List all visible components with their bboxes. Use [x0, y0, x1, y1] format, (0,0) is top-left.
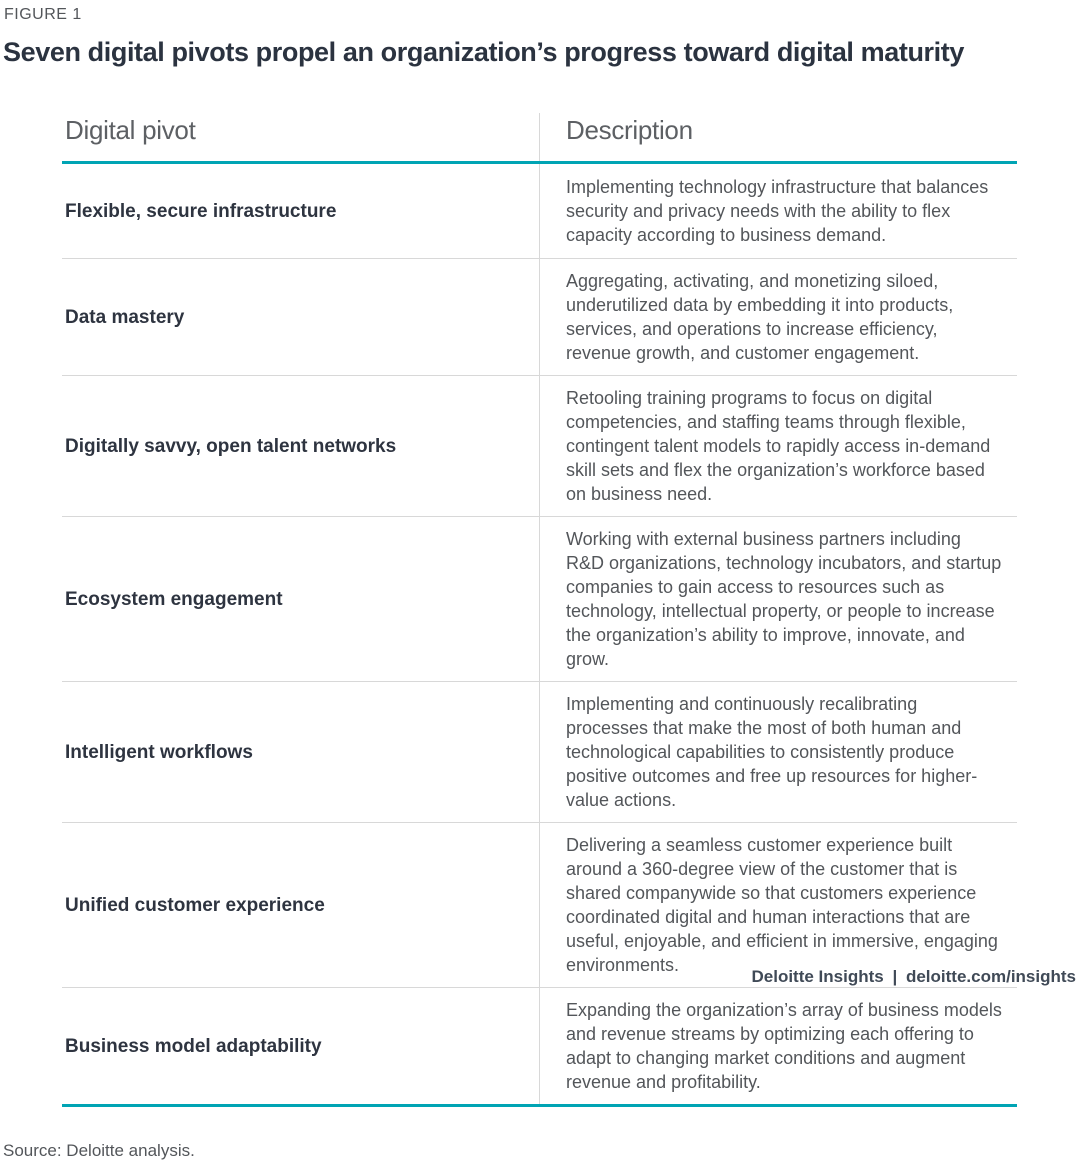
pivot-cell: Data mastery: [62, 258, 540, 376]
pivot-cell: Digitally savvy, open talent networks: [62, 375, 540, 517]
column-header-digital-pivot: Digital pivot: [62, 113, 540, 164]
pivot-cell: Intelligent workflows: [62, 681, 540, 823]
table-row: Ecosystem engagement Working with externa…: [62, 516, 1017, 682]
footer-link: deloitte.com/insights: [905, 967, 1076, 986]
pivot-cell: Unified customer experience: [62, 822, 540, 988]
description-cell: Working with external business partners …: [539, 516, 1017, 682]
column-header-description: Description: [539, 113, 1017, 164]
footer-brand: Deloitte Insights: [751, 967, 884, 986]
table-body: Flexible, secure infrastructure Implement…: [62, 162, 1017, 1107]
digital-pivots-table: Digital pivot Description Flexible, secu…: [62, 113, 1017, 1107]
description-cell: Aggregating, activating, and monetizing …: [539, 258, 1017, 376]
description-cell: Retooling training programs to focus on …: [539, 375, 1017, 517]
table-row: Digitally savvy, open talent networks Ret…: [62, 375, 1017, 517]
table-row: Intelligent workflows Implementing and co…: [62, 681, 1017, 823]
pivot-cell: Business model adaptability: [62, 987, 540, 1107]
source-note: Source: Deloitte analysis.: [3, 1141, 195, 1160]
description-cell: Implementing and continuously recalibrat…: [539, 681, 1017, 823]
table-header: Digital pivot Description: [62, 113, 1017, 164]
table-row: Unified customer experience Delivering a …: [62, 822, 1017, 988]
table-row: Data mastery Aggregating, activating, and…: [62, 258, 1017, 376]
pivot-cell: Ecosystem engagement: [62, 516, 540, 682]
header-row: Digital pivot Description: [62, 113, 1017, 164]
footer-separator: |: [892, 967, 898, 986]
pivot-cell: Flexible, secure infrastructure: [65, 200, 337, 222]
description-cell: Implementing technology infrastructure t…: [539, 162, 1017, 259]
description-cell: Delivering a seamless customer experienc…: [539, 822, 1017, 988]
footer-attribution: Deloitte Insights | deloitte.com/insight…: [752, 967, 1077, 987]
figure-title: Seven digital pivots propel an organizat…: [3, 37, 964, 67]
figure-label: FIGURE 1: [4, 6, 82, 23]
table-row: Business model adaptability Expanding the…: [62, 987, 1017, 1107]
description-cell: Expanding the organization’s array of bu…: [539, 987, 1017, 1107]
table-row: Flexible, secure infrastructure Implement…: [62, 162, 1017, 259]
